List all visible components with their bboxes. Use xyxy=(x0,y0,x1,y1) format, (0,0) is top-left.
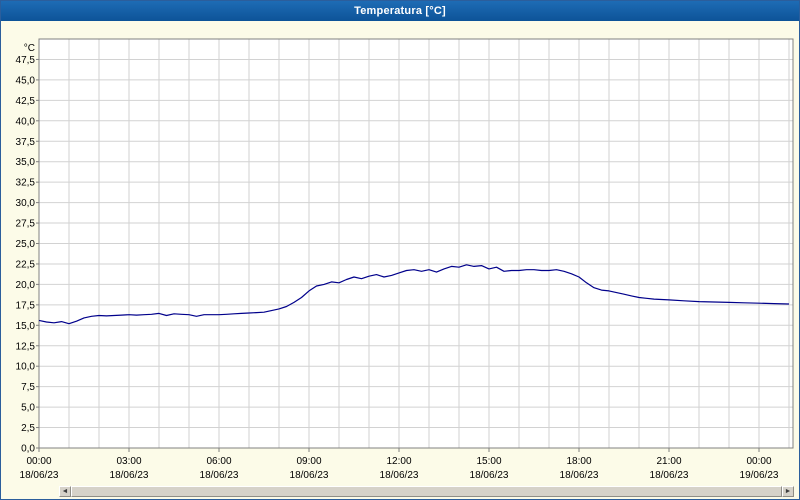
x-tick-time-label: 12:00 xyxy=(386,456,411,467)
scrollbar-thumb[interactable] xyxy=(71,486,782,497)
y-axis-unit-label: °C xyxy=(24,43,35,54)
y-tick-label: 17,5 xyxy=(16,300,36,311)
y-tick-label: 0,0 xyxy=(21,444,35,455)
x-tick-date-label: 18/06/23 xyxy=(20,470,59,481)
x-tick-time-label: 15:00 xyxy=(476,456,501,467)
y-tick-label: 20,0 xyxy=(16,280,36,291)
x-tick-time-label: 00:00 xyxy=(26,456,51,467)
y-tick-label: 5,0 xyxy=(21,403,35,414)
title-bar: Temperatura [°C] xyxy=(1,1,799,21)
x-tick-date-label: 18/06/23 xyxy=(380,470,419,481)
x-tick-date-label: 18/06/23 xyxy=(200,470,239,481)
y-tick-label: 15,0 xyxy=(16,321,36,332)
y-tick-label: 10,0 xyxy=(16,362,36,373)
x-tick-date-label: 18/06/23 xyxy=(470,470,509,481)
y-tick-label: 7,5 xyxy=(21,382,35,393)
y-tick-label: 30,0 xyxy=(16,198,36,209)
y-tick-label: 12,5 xyxy=(16,341,36,352)
y-tick-label: 37,5 xyxy=(16,137,36,148)
temperature-line xyxy=(38,264,790,325)
y-tick-label: 35,0 xyxy=(16,157,36,168)
y-tick-label: 22,5 xyxy=(16,259,36,270)
chart-area: °C 0,0 2,5 5,0 7,5 10,0 12,5 15,0 17,5 20,0 22,5 25… xyxy=(1,21,799,487)
x-tick-date-label: 18/06/23 xyxy=(290,470,329,481)
x-tick-date-label: 18/06/23 xyxy=(650,470,689,481)
y-tick-label: 45,0 xyxy=(16,75,36,86)
scroll-left-button[interactable]: ◄ xyxy=(59,486,71,497)
y-tick-label: 27,5 xyxy=(16,219,36,230)
y-tick-label: 47,5 xyxy=(16,55,36,66)
y-tick-label: 25,0 xyxy=(16,239,36,250)
x-tick-time-label: 18:00 xyxy=(566,456,591,467)
x-tick-time-label: 06:00 xyxy=(206,456,231,467)
x-tick-time-label: 09:00 xyxy=(296,456,321,467)
y-tick-label: 40,0 xyxy=(16,116,36,127)
horizontal-scrollbar[interactable]: ◄ ► xyxy=(59,486,794,497)
scroll-right-button[interactable]: ► xyxy=(782,486,794,497)
y-tick-label: 2,5 xyxy=(21,423,35,434)
temperature-chart: °C 0,0 2,5 5,0 7,5 10,0 12,5 15,0 17,5 20,0 22,5 25… xyxy=(16,38,794,481)
x-tick-time-label: 00:00 xyxy=(746,456,771,467)
y-tick-label: 42,5 xyxy=(16,96,36,107)
x-tick-date-label: 18/06/23 xyxy=(560,470,599,481)
x-tick-time-label: 03:00 xyxy=(116,456,141,467)
chart-title: Temperatura [°C] xyxy=(354,5,446,17)
x-tick-time-label: 21:00 xyxy=(656,456,681,467)
y-tick-label: 32,5 xyxy=(16,178,36,189)
x-tick-date-label: 18/06/23 xyxy=(110,470,149,481)
x-tick-date-label: 19/06/23 xyxy=(740,470,779,481)
